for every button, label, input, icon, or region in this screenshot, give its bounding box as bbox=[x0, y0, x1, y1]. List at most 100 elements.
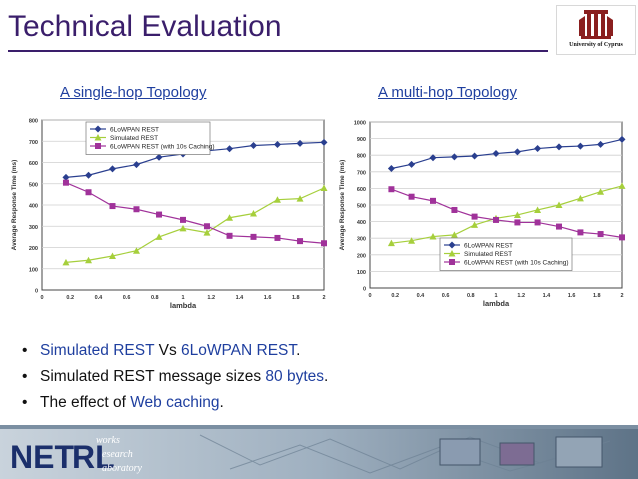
data-point bbox=[296, 139, 304, 147]
y-axis-label: Average Response Time (ms) bbox=[339, 160, 346, 251]
data-point bbox=[449, 259, 455, 265]
bullet-dot-icon: • bbox=[22, 368, 28, 385]
data-point bbox=[320, 138, 328, 146]
data-point bbox=[85, 189, 92, 196]
y-tick-label: 500 bbox=[357, 204, 366, 210]
y-tick-label: 700 bbox=[29, 140, 38, 146]
data-point bbox=[85, 171, 93, 179]
data-point bbox=[408, 193, 415, 200]
y-tick-label: 200 bbox=[357, 253, 366, 259]
data-point bbox=[95, 143, 101, 149]
data-point bbox=[408, 160, 416, 168]
y-tick-label: 100 bbox=[357, 270, 366, 276]
data-point bbox=[109, 165, 116, 173]
y-tick-label: 400 bbox=[357, 220, 366, 226]
x-tick-label: 1.4 bbox=[236, 295, 245, 301]
x-tick-label: 0.4 bbox=[95, 295, 104, 301]
title-divider bbox=[8, 50, 548, 52]
data-point bbox=[534, 145, 542, 153]
bullet-text: Vs bbox=[154, 342, 181, 359]
x-tick-label: 2 bbox=[322, 295, 325, 301]
data-point bbox=[226, 214, 234, 221]
legend bbox=[85, 121, 211, 155]
university-logo: University of Cyprus bbox=[556, 5, 636, 55]
data-point bbox=[203, 229, 211, 236]
netrl-logo-sub: RL bbox=[72, 439, 115, 475]
y-tick-label: 600 bbox=[29, 161, 38, 167]
data-point bbox=[296, 195, 304, 202]
legend-label: 6LoWPAN REST (with 10s Caching) bbox=[110, 144, 215, 151]
y-tick-label: 800 bbox=[29, 119, 38, 125]
x-tick-label: 0.6 bbox=[123, 295, 131, 301]
bullet-text: . bbox=[296, 342, 301, 359]
series-line bbox=[391, 188, 623, 238]
data-point bbox=[155, 233, 163, 240]
data-point bbox=[448, 250, 456, 257]
legend-label: 6LoWPAN REST bbox=[110, 127, 159, 134]
data-point bbox=[576, 142, 584, 150]
legend-label: Simulated REST bbox=[110, 135, 158, 142]
data-point bbox=[62, 258, 70, 266]
footer-banner: NET RL works esearch aboratory bbox=[0, 425, 638, 479]
right-chart-title: A multi-hop Topology bbox=[378, 84, 517, 101]
data-point bbox=[132, 247, 140, 254]
data-point bbox=[408, 237, 416, 244]
data-point bbox=[597, 188, 605, 195]
bullet-item: • Simulated REST message sizes 80 bytes. bbox=[18, 364, 328, 390]
y-tick-label: 700 bbox=[357, 170, 366, 176]
y-tick-label: 600 bbox=[357, 187, 366, 193]
data-point bbox=[555, 143, 563, 151]
data-point bbox=[451, 206, 458, 213]
y-tick-label: 400 bbox=[29, 204, 38, 210]
data-point bbox=[387, 239, 395, 247]
bullet-item: • The effect of Web caching. bbox=[18, 390, 328, 416]
y-tick-label: 500 bbox=[29, 182, 38, 188]
highlighted-text: 80 bytes bbox=[265, 368, 325, 385]
bullet-text: . bbox=[324, 368, 329, 385]
x-tick-label: 1 bbox=[181, 295, 184, 301]
legend-label: 6LoWPAN REST bbox=[464, 243, 513, 250]
data-point bbox=[321, 240, 327, 247]
x-axis-label: lambda bbox=[170, 301, 197, 310]
data-point bbox=[320, 184, 328, 191]
university-crest-icon bbox=[579, 10, 613, 39]
highlighted-text: Simulated REST bbox=[40, 342, 155, 359]
data-point bbox=[450, 153, 458, 161]
data-point bbox=[514, 219, 521, 226]
data-point bbox=[555, 201, 563, 208]
data-point bbox=[155, 153, 163, 161]
data-point bbox=[226, 232, 233, 239]
bullet-dot-icon: • bbox=[22, 394, 28, 411]
x-tick-label: 1.6 bbox=[568, 293, 576, 299]
data-point bbox=[156, 211, 163, 218]
data-point bbox=[297, 238, 304, 245]
data-point bbox=[180, 216, 186, 223]
data-point bbox=[109, 252, 116, 259]
x-tick-label: 0 bbox=[40, 295, 43, 301]
x-axis-label: lambda bbox=[483, 299, 510, 308]
data-point bbox=[471, 221, 479, 228]
data-point bbox=[429, 233, 437, 240]
netrl-word-laboratory: aboratory bbox=[102, 463, 143, 474]
data-point bbox=[597, 231, 604, 238]
data-point bbox=[387, 164, 395, 172]
data-point bbox=[133, 206, 140, 213]
netrl-word-research: esearch bbox=[102, 449, 133, 460]
data-point bbox=[62, 173, 70, 181]
x-tick-label: 1.4 bbox=[543, 293, 552, 299]
data-point bbox=[534, 219, 541, 226]
data-point bbox=[450, 231, 458, 238]
data-point bbox=[448, 241, 456, 249]
y-tick-label: 900 bbox=[357, 137, 366, 143]
slide-title: Technical Evaluation bbox=[8, 10, 282, 43]
y-tick-label: 300 bbox=[29, 225, 38, 231]
legend-label: 6LoWPAN REST (with 10s Caching) bbox=[464, 260, 569, 267]
data-point bbox=[619, 234, 625, 241]
x-tick-label: 1.6 bbox=[264, 295, 272, 301]
netrl-word-works: works bbox=[96, 435, 120, 446]
y-tick-label: 800 bbox=[357, 154, 366, 160]
series-line bbox=[391, 185, 623, 244]
data-point bbox=[576, 194, 584, 202]
netrl-logo-main: NET bbox=[10, 439, 74, 475]
series-line bbox=[65, 182, 325, 244]
